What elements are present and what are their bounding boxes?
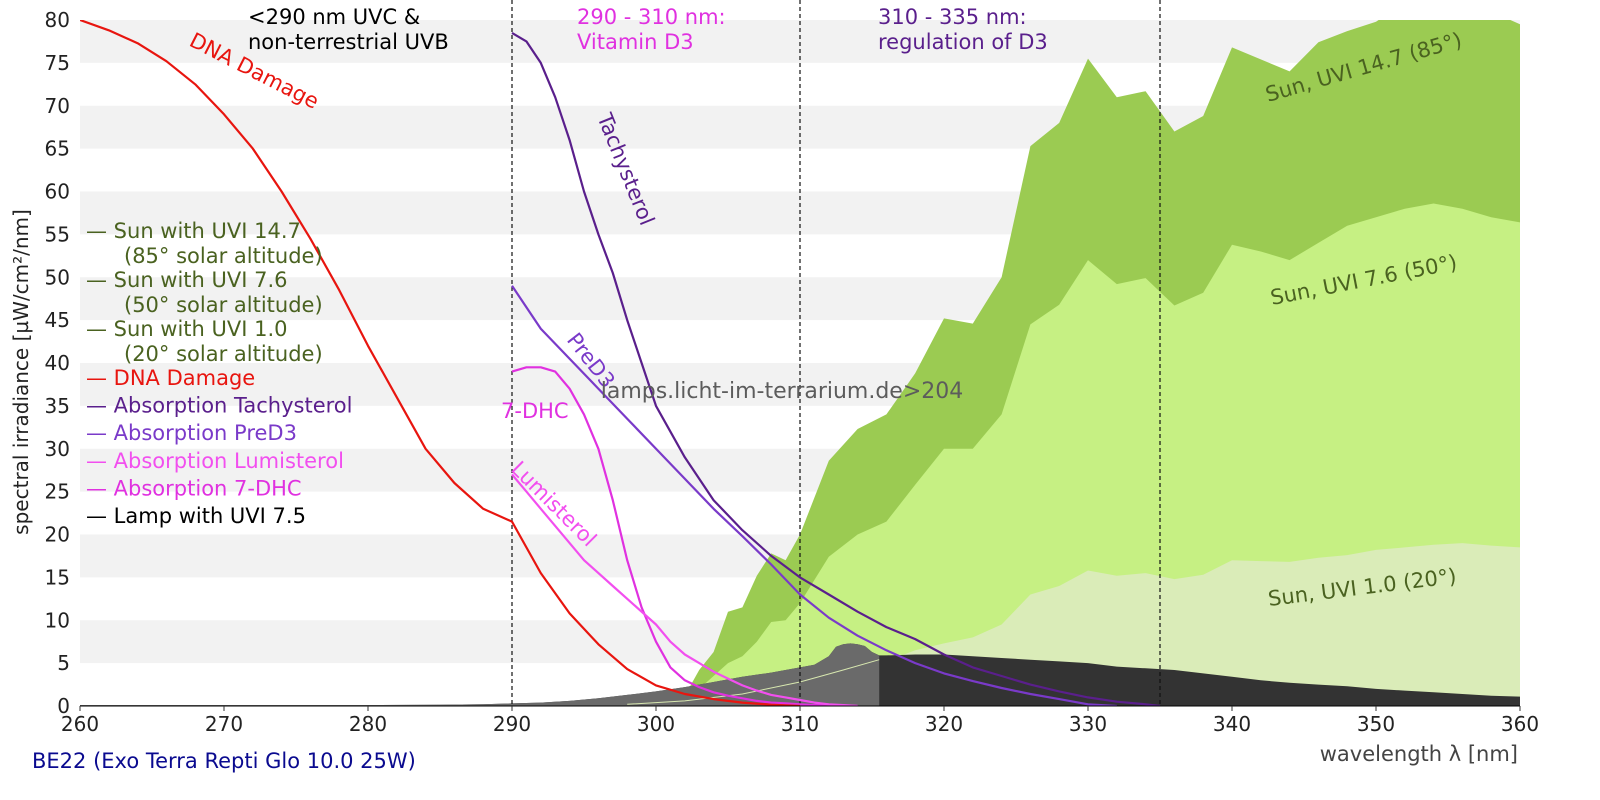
axes: 260 270 280 290 300 310 320 330 340 350 360 0 5 10 15 2… (45, 8, 1540, 736)
region-label: 290 - 310 nm: (577, 5, 726, 29)
x-tick-label: 260 (61, 712, 99, 736)
line-absorption-pred3 (511, 285, 1117, 706)
y-tick-label: 5 (57, 651, 70, 675)
x-tick-label: 290 (493, 712, 531, 736)
legend-entry: — Absorption PreD3 (86, 421, 297, 445)
x-tick-label: 320 (925, 712, 963, 736)
series-label-absorption-7-dhc: 7-DHC (501, 399, 569, 423)
y-tick-label: 20 (45, 523, 70, 547)
region-labels: <290 nm UVC &non-terrestrial UVB 290 - 31… (248, 5, 1048, 54)
y-tick-label: 35 (45, 394, 70, 418)
region-dividers (511, 0, 1161, 706)
line-absorption-tachysterol (511, 31, 1161, 706)
y-axis-label: spectral irradiance [µW/cm²/nm] (9, 209, 33, 535)
x-tick-label: 300 (637, 712, 675, 736)
y-tick-label: 80 (45, 8, 70, 32)
legend-entry: — Sun with UVI 7.6 (86, 268, 288, 292)
line-absorption-7-dhc (511, 366, 858, 706)
x-tick-label: 360 (1501, 712, 1539, 736)
legend-entry-subtitle: (85° solar altitude) (124, 244, 323, 268)
legend-entry-subtitle: (50° solar altitude) (124, 293, 323, 317)
legend-entry-subtitle: (20° solar altitude) (124, 342, 323, 366)
region-label: 310 - 335 nm: (878, 5, 1027, 29)
y-tick-label: 60 (45, 180, 70, 204)
y-tick-label: 65 (45, 137, 70, 161)
line-series (80, 20, 1161, 706)
lamp-trace-line (627, 659, 880, 705)
y-tick-label: 50 (45, 265, 70, 289)
grid-band (80, 20, 1520, 63)
x-axis-label: wavelength λ [nm] (1320, 742, 1518, 766)
y-tick-label: 0 (57, 694, 70, 718)
watermark: lamps.licht-im-terrarium.de>204 (601, 379, 964, 404)
legend: — Sun with UVI 14.7(85° solar altitude)—… (86, 219, 352, 528)
legend-entry: — Sun with UVI 1.0 (86, 317, 288, 341)
y-tick-label: 10 (45, 608, 70, 632)
x-tick-label: 340 (1213, 712, 1251, 736)
legend-entry: — Absorption Tachysterol (86, 394, 352, 418)
region-label: non-terrestrial UVB (248, 30, 449, 54)
x-tick-label: 310 (781, 712, 819, 736)
legend-entry: — Sun with UVI 14.7 (86, 219, 301, 243)
x-tick-label: 280 (349, 712, 387, 736)
legend-entry: — Absorption 7-DHC (86, 476, 302, 500)
y-tick-label: 30 (45, 437, 70, 461)
lamp-caption: BE22 (Exo Terra Repti Glo 10.0 25W) (32, 749, 416, 773)
region-label: Vitamin D3 (577, 30, 694, 54)
line-dna-damage (80, 20, 801, 706)
x-tick-label: 270 (205, 712, 243, 736)
legend-entry: — Absorption Lumisterol (86, 449, 344, 473)
line-absorption-lumisterol (511, 473, 858, 706)
legend-entry: — DNA Damage (86, 366, 255, 390)
x-tick-label: 330 (1069, 712, 1107, 736)
region-label: <290 nm UVC & (248, 5, 420, 29)
legend-entry: — Lamp with UVI 7.5 (86, 504, 306, 528)
y-tick-label: 45 (45, 308, 70, 332)
y-tick-label: 25 (45, 480, 70, 504)
y-tick-label: 40 (45, 351, 70, 375)
y-tick-label: 75 (45, 51, 70, 75)
area-lamp-with-uvi-7-5-overlay (80, 643, 880, 706)
region-label: regulation of D3 (878, 30, 1048, 54)
y-tick-label: 55 (45, 222, 70, 246)
area-series (80, 20, 1520, 706)
y-tick-label: 15 (45, 565, 70, 589)
x-tick-label: 350 (1357, 712, 1395, 736)
y-tick-label: 70 (45, 94, 70, 118)
